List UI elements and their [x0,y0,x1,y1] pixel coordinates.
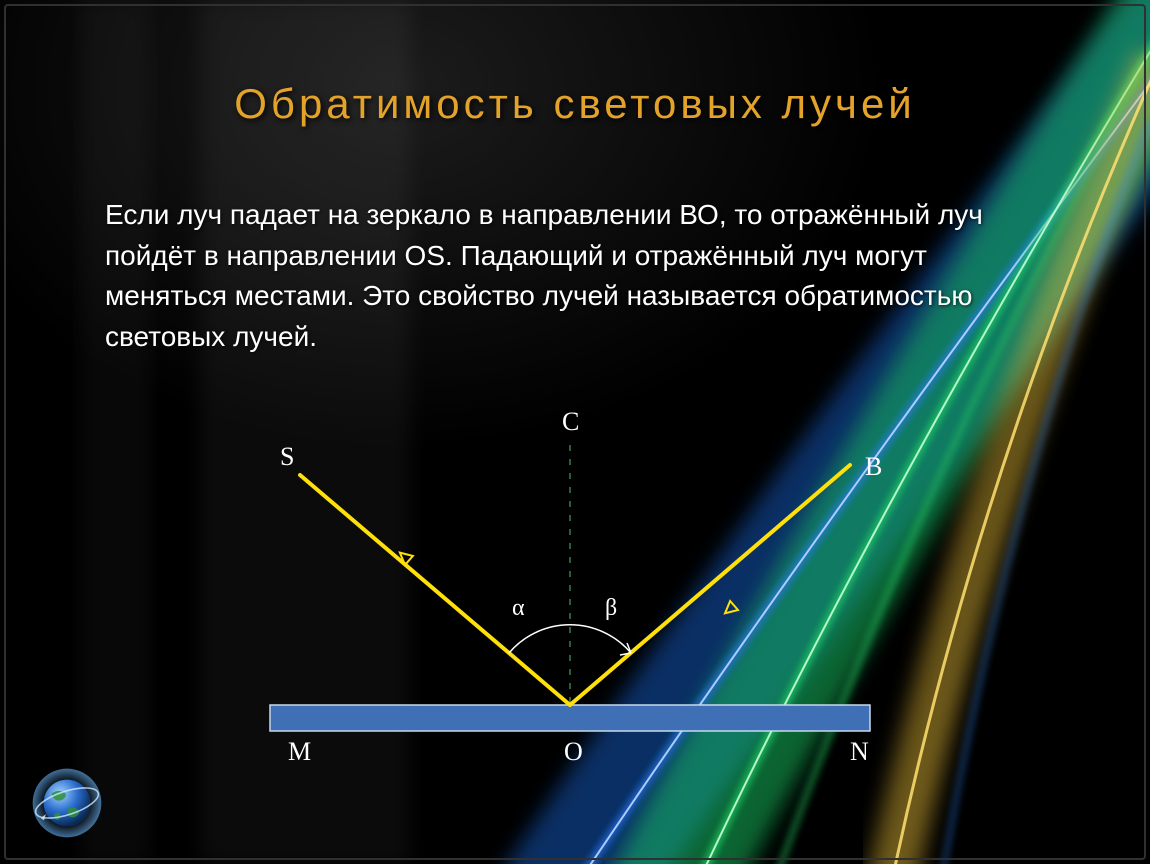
reflection-diagram: S C B M O N α β [210,405,930,785]
slide: Обратимость световых лучей Если луч пада… [0,0,1150,864]
slide-title: Обратимость световых лучей [0,80,1150,128]
label-C: C [562,407,579,436]
globe-icon [28,764,106,842]
label-B: B [865,452,882,481]
label-O: O [564,737,583,766]
label-beta: β [605,595,617,621]
mirror-bar [270,705,870,731]
slide-body: Если луч падает на зеркало в направлении… [105,195,1045,357]
arrow-right [721,601,738,618]
angle-arc-arrow [620,643,631,655]
reflected-ray [570,465,850,705]
label-alpha: α [512,595,525,621]
label-M: M [288,737,311,766]
slide-title-text: Обратимость световых лучей [234,80,916,127]
label-N: N [850,737,869,766]
incident-ray [300,475,570,705]
label-S: S [280,442,294,471]
